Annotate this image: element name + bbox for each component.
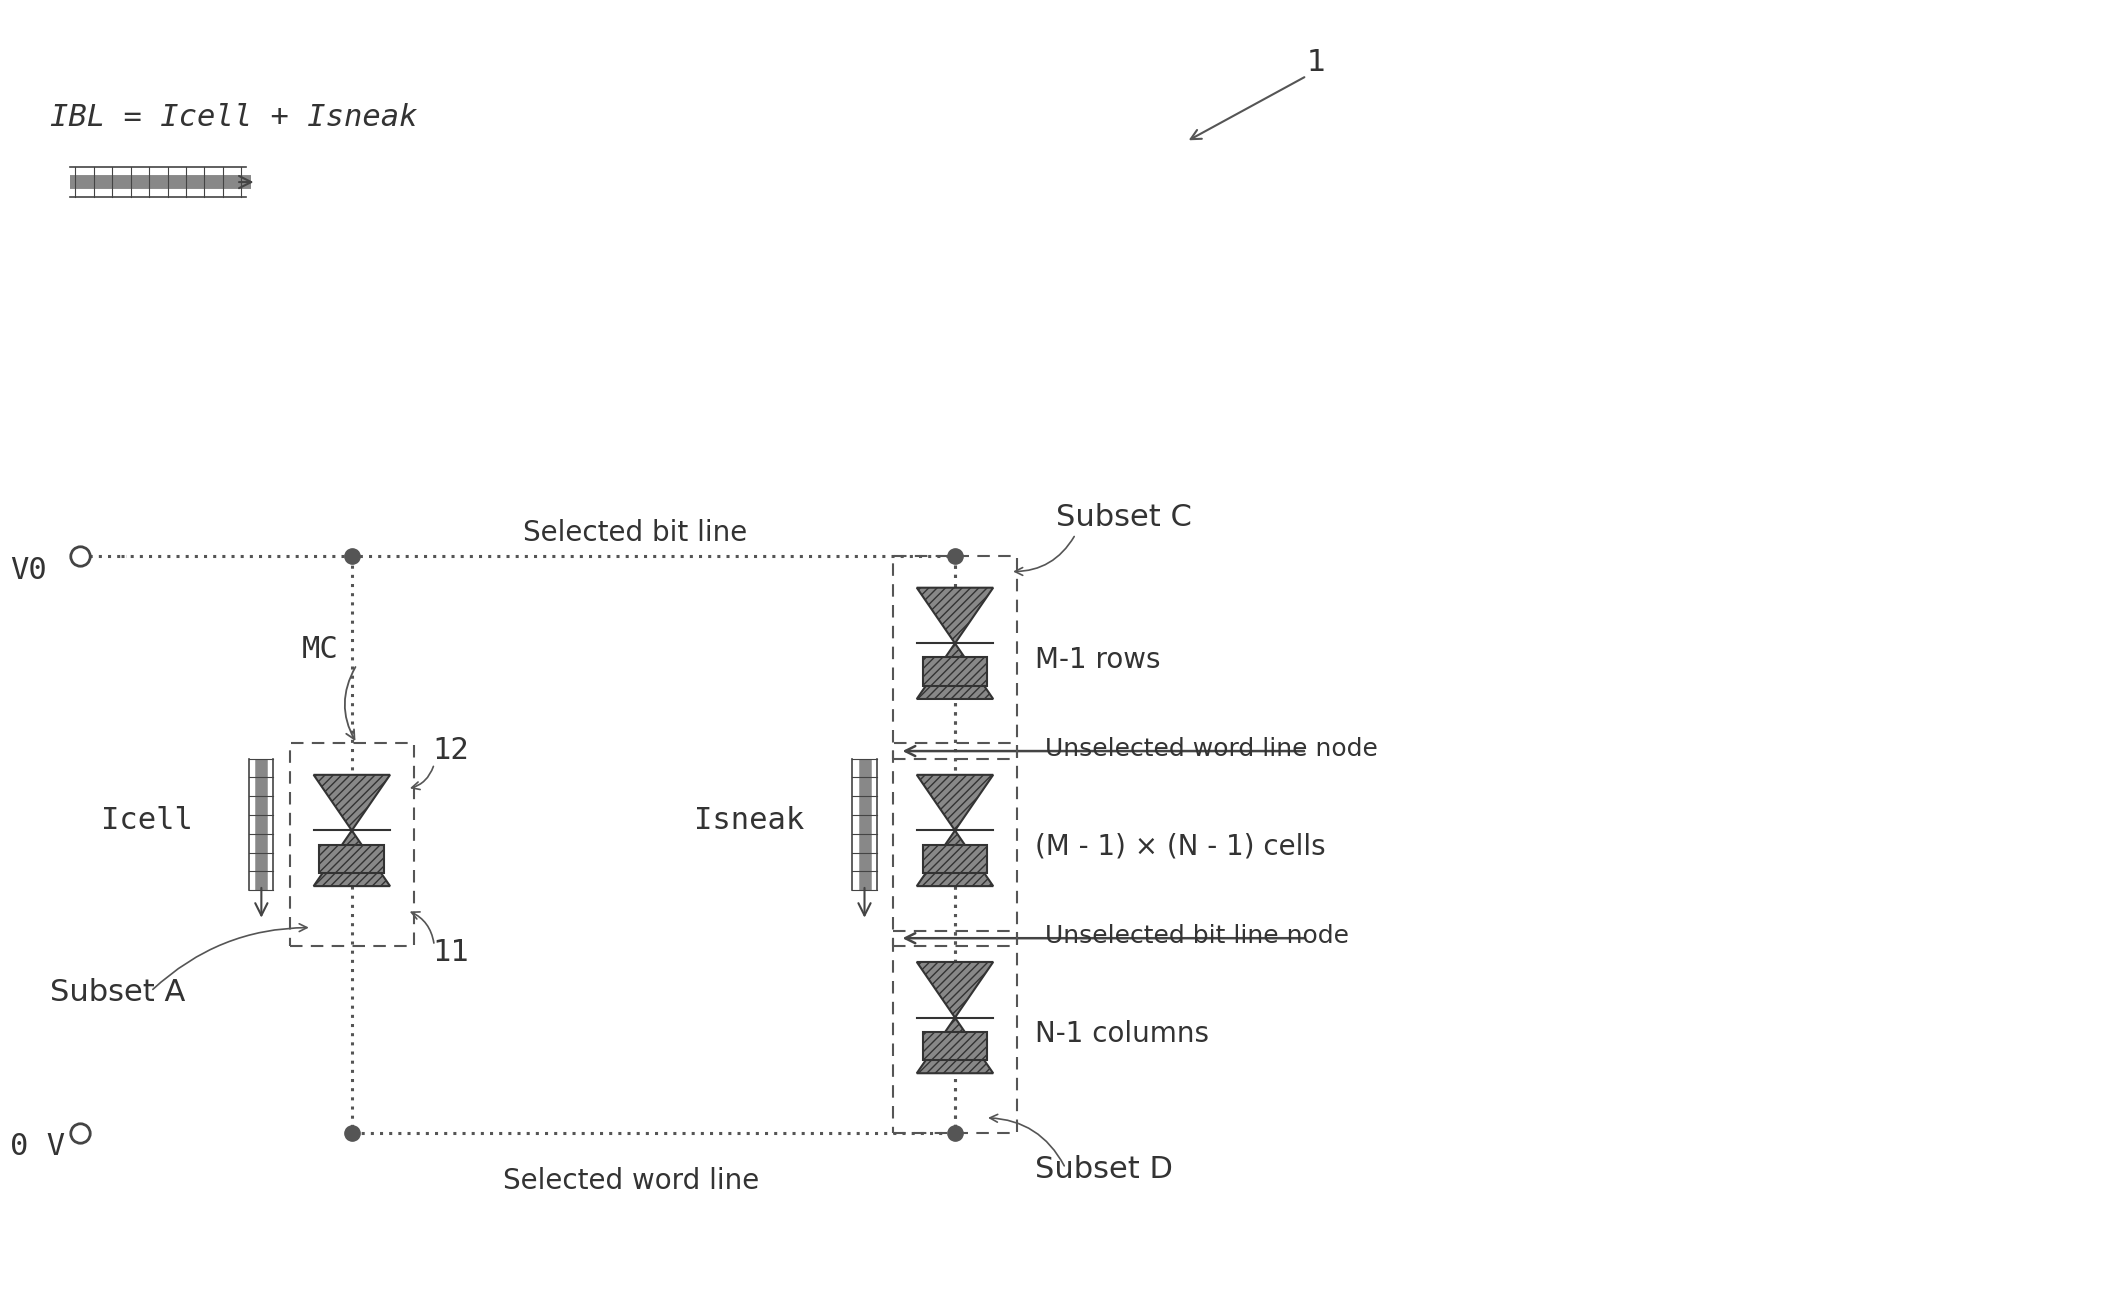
Text: N-1 columns: N-1 columns xyxy=(1034,1020,1210,1048)
Text: V0: V0 xyxy=(11,556,46,585)
Polygon shape xyxy=(315,775,391,831)
Text: Subset C: Subset C xyxy=(1056,504,1191,533)
Text: Selected bit line: Selected bit line xyxy=(524,519,747,547)
Bar xyxy=(319,844,384,873)
Polygon shape xyxy=(916,643,992,700)
Text: Selected word line: Selected word line xyxy=(502,1166,758,1194)
Bar xyxy=(289,743,414,945)
Text: Unselected word line node: Unselected word line node xyxy=(1045,738,1378,761)
Text: Subset D: Subset D xyxy=(1034,1156,1174,1185)
Polygon shape xyxy=(916,831,992,886)
Bar xyxy=(893,743,1018,945)
Polygon shape xyxy=(916,588,992,643)
Bar xyxy=(893,931,1018,1134)
Text: Isneak: Isneak xyxy=(695,806,804,835)
Bar xyxy=(923,1032,988,1060)
Text: 12: 12 xyxy=(433,735,469,764)
Polygon shape xyxy=(916,1018,992,1073)
Polygon shape xyxy=(916,963,992,1018)
Polygon shape xyxy=(916,775,992,831)
Text: IBL = Icell + Isneak: IBL = Icell + Isneak xyxy=(51,103,418,132)
Polygon shape xyxy=(315,831,391,886)
Text: Unselected bit line node: Unselected bit line node xyxy=(1045,924,1349,948)
Text: (M - 1) × (N - 1) cells: (M - 1) × (N - 1) cells xyxy=(1034,832,1326,861)
Bar xyxy=(923,844,988,873)
Text: 1: 1 xyxy=(1307,47,1326,76)
Text: 0 V: 0 V xyxy=(11,1132,65,1161)
Bar xyxy=(893,556,1018,759)
Text: MC: MC xyxy=(302,635,338,664)
Text: 11: 11 xyxy=(433,938,469,967)
Text: M-1 rows: M-1 rows xyxy=(1034,646,1161,673)
Bar xyxy=(923,658,988,686)
Text: Icell: Icell xyxy=(101,806,192,835)
Text: Subset A: Subset A xyxy=(51,978,186,1007)
